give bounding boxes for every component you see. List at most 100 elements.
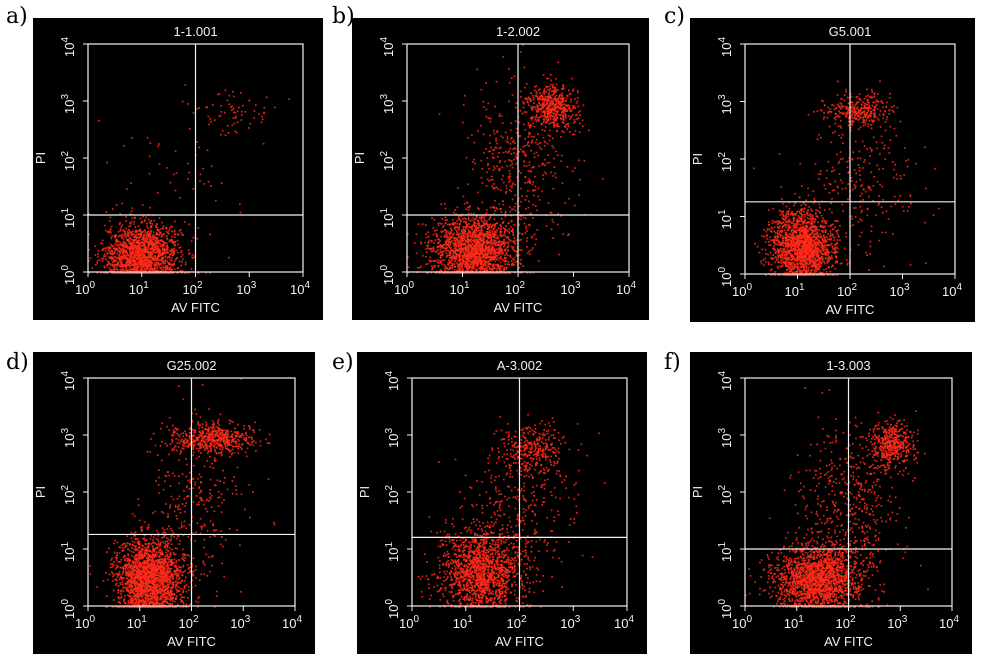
data-point — [158, 230, 160, 233]
data-point — [191, 254, 194, 256]
data-point — [493, 232, 496, 234]
data-point — [450, 248, 453, 251]
data-point — [481, 217, 484, 219]
data-point — [469, 205, 471, 207]
data-point — [500, 217, 503, 220]
data-point — [469, 243, 471, 246]
data-point — [153, 263, 155, 266]
data-point — [455, 237, 457, 239]
data-point — [452, 256, 455, 258]
data-point — [810, 269, 812, 272]
data-point — [109, 228, 112, 230]
data-point — [542, 136, 545, 139]
data-point — [139, 264, 141, 266]
data-point — [533, 125, 536, 128]
data-point — [480, 226, 483, 229]
data-point — [557, 61, 559, 64]
x-axis-label: AV FITC — [494, 300, 543, 315]
data-point — [554, 117, 557, 120]
data-point — [546, 101, 549, 104]
data-point — [791, 214, 794, 216]
data-point — [148, 172, 151, 175]
data-point — [461, 258, 463, 260]
data-point — [156, 241, 158, 244]
data-point — [439, 261, 442, 264]
data-point — [154, 247, 156, 250]
data-point — [544, 115, 546, 118]
data-point — [116, 241, 119, 243]
data-point — [502, 56, 505, 58]
data-point — [514, 120, 517, 122]
data-point — [110, 225, 113, 228]
data-point — [459, 220, 462, 223]
data-point — [508, 81, 511, 84]
data-point — [156, 249, 158, 252]
data-point — [542, 102, 544, 104]
data-point — [547, 111, 550, 113]
data-point — [131, 272, 133, 274]
data-point — [100, 272, 102, 274]
data-point — [431, 265, 433, 267]
data-point — [562, 97, 565, 99]
data-point — [540, 123, 543, 125]
data-point — [543, 110, 545, 112]
data-point — [154, 264, 156, 267]
data-point — [530, 135, 533, 138]
data-point — [135, 249, 138, 252]
data-point — [498, 272, 501, 274]
data-point — [157, 257, 159, 260]
data-point — [452, 249, 455, 252]
data-point — [96, 272, 99, 274]
data-point — [496, 207, 499, 210]
data-point — [192, 187, 195, 190]
data-point — [563, 131, 565, 134]
plot-panel-c: G5.001 100 101 102 103 104 100 101 102 103 104 AV F… — [690, 18, 975, 322]
data-point — [574, 114, 577, 117]
data-point — [437, 222, 439, 225]
data-point — [500, 235, 503, 238]
data-point — [505, 236, 508, 239]
data-point — [136, 266, 139, 269]
data-point — [512, 246, 515, 249]
data-point — [483, 242, 485, 244]
data-point — [152, 269, 154, 272]
data-point — [121, 235, 123, 237]
data-point — [488, 234, 491, 236]
data-point — [481, 263, 483, 265]
data-point — [551, 85, 554, 88]
data-point — [439, 269, 442, 271]
data-point — [560, 108, 562, 111]
data-point — [143, 263, 146, 265]
data-point — [123, 243, 126, 246]
data-point — [479, 258, 481, 261]
data-point — [152, 231, 155, 233]
data-point — [425, 233, 427, 235]
data-point — [453, 237, 456, 240]
data-point — [483, 224, 486, 226]
data-point — [492, 149, 494, 151]
data-point — [500, 228, 502, 230]
data-point — [513, 237, 516, 239]
data-point — [123, 235, 125, 237]
data-point — [150, 251, 153, 253]
data-point — [562, 106, 565, 109]
data-point — [556, 125, 558, 127]
data-point — [129, 242, 131, 245]
y-tick-label: 102 — [60, 151, 77, 171]
data-point — [143, 256, 145, 258]
data-point — [487, 263, 490, 265]
data-point — [441, 263, 443, 266]
data-point — [176, 267, 179, 270]
data-point — [137, 244, 140, 247]
data-point — [544, 112, 546, 115]
data-point — [553, 112, 555, 115]
data-point — [181, 261, 183, 263]
data-point — [104, 255, 107, 257]
data-point — [476, 242, 479, 245]
data-point — [148, 254, 151, 256]
data-point — [484, 267, 487, 270]
data-point — [124, 257, 126, 259]
data-point — [447, 272, 450, 274]
data-point — [173, 260, 176, 262]
data-point — [545, 121, 548, 124]
